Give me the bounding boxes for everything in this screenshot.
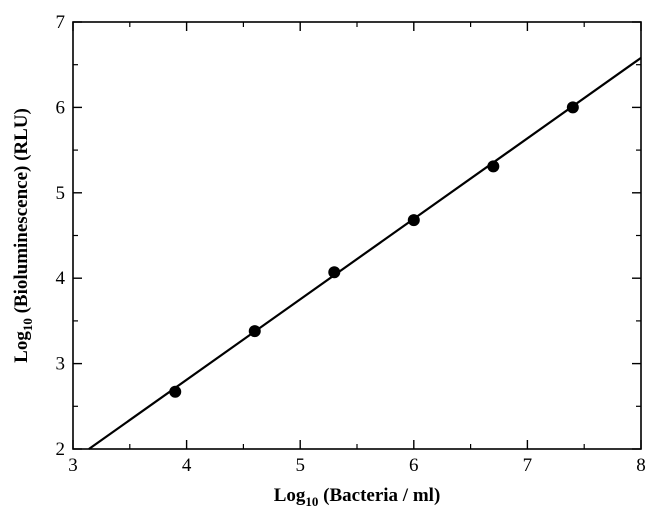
x-tick-label: 8 — [636, 455, 646, 476]
x-tick-label: 4 — [182, 455, 192, 476]
y-axis-title-rest: (Bioluminescence) (RLU) — [11, 108, 32, 318]
data-point — [566, 101, 579, 114]
y-tick-label: 3 — [56, 354, 66, 375]
y-axis-title-subscript: 10 — [20, 318, 35, 331]
x-axis-title: Log10 (Bacteria / ml) — [274, 485, 441, 509]
x-tick-label: 5 — [295, 455, 305, 476]
fit-line-layer — [88, 56, 642, 450]
data-point — [169, 385, 182, 398]
y-tick-label: 4 — [56, 268, 66, 289]
fit-line — [88, 56, 642, 450]
y-axis-title-prefix: Log — [11, 331, 32, 363]
x-tick-label: 7 — [523, 455, 533, 476]
plot-frame — [72, 21, 642, 450]
data-point — [487, 160, 500, 173]
x-axis-ticks: 3 4 5 6 7 8 — [68, 22, 646, 476]
x-tick-label: 3 — [68, 455, 78, 476]
y-tick-label: 5 — [56, 183, 66, 204]
x-axis-title-rest: (Bacteria / ml) — [318, 485, 440, 506]
x-axis-title-prefix: Log — [274, 485, 306, 506]
y-axis-ticks: 2 3 4 5 6 7 — [56, 12, 641, 460]
y-axis-title: Log10 (Bioluminescence) (RLU) — [11, 108, 35, 363]
data-point — [407, 214, 420, 227]
data-point — [328, 266, 341, 279]
y-tick-label: 6 — [56, 97, 66, 118]
x-axis-title-subscript: 10 — [305, 494, 318, 509]
data-point — [248, 325, 261, 338]
y-tick-label: 2 — [56, 439, 66, 460]
y-tick-label: 7 — [56, 12, 66, 33]
data-points — [169, 101, 579, 398]
x-tick-label: 6 — [409, 455, 419, 476]
